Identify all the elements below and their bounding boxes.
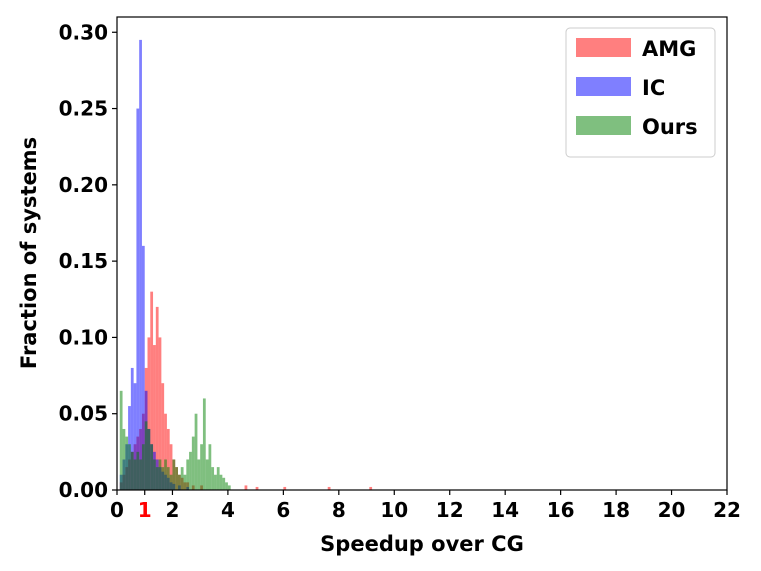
bar-ours-37 bbox=[222, 477, 226, 490]
bar-ours-23 bbox=[183, 474, 187, 490]
legend-label-ours: Ours bbox=[642, 115, 698, 139]
bar-ours-6 bbox=[136, 451, 140, 490]
bar-ours-24 bbox=[186, 459, 190, 490]
bar-ours-31 bbox=[205, 459, 209, 490]
legend-label-ic: IC bbox=[642, 76, 665, 100]
bar-ours-15 bbox=[161, 467, 165, 490]
bar-ic-8 bbox=[141, 245, 145, 490]
y-tick-label: 0.10 bbox=[59, 325, 108, 349]
x-tick-label: 2 bbox=[165, 498, 179, 522]
legend-swatch-amg bbox=[576, 38, 631, 57]
bar-amg-13 bbox=[155, 306, 159, 490]
bar-amg-14 bbox=[158, 337, 162, 490]
bar-ours-16 bbox=[164, 459, 167, 490]
x-axis: 0 1 2 4 6 8 10 12 14 16 18 20 22 bbox=[110, 490, 741, 522]
bar-ours-7 bbox=[139, 459, 142, 490]
bar-ours-18 bbox=[169, 474, 173, 490]
bar-ours-33 bbox=[211, 467, 215, 490]
bar-ic-6 bbox=[136, 108, 140, 491]
bar-amg-28 bbox=[255, 486, 259, 490]
legend-swatch-ours bbox=[576, 116, 631, 135]
bar-ic-5 bbox=[133, 383, 137, 490]
bar-ours-38 bbox=[225, 482, 228, 490]
x-tick-label: 20 bbox=[658, 498, 686, 522]
bar-ours-21 bbox=[178, 474, 181, 490]
bar-ours-10 bbox=[147, 428, 151, 490]
bar-ours-32 bbox=[208, 444, 212, 490]
x-tick-label: 1 bbox=[138, 498, 152, 522]
bar-ours-34 bbox=[214, 474, 217, 490]
bars-layer bbox=[119, 39, 373, 491]
bar-amg-17 bbox=[166, 428, 170, 490]
bar-ours-28 bbox=[197, 459, 201, 490]
bar-amg-31 bbox=[369, 486, 373, 490]
bar-ours-11 bbox=[150, 444, 154, 490]
bar-ours-20 bbox=[175, 467, 178, 490]
bar-ours-27 bbox=[194, 413, 198, 490]
bar-ours-1 bbox=[122, 428, 126, 490]
x-tick-label: 0 bbox=[110, 498, 124, 522]
y-tick-label: 0.15 bbox=[59, 249, 108, 273]
y-axis: 0.00 0.05 0.10 0.15 0.20 0.25 0.30 bbox=[59, 20, 117, 502]
bar-ours-29 bbox=[200, 444, 203, 490]
bar-amg-27 bbox=[244, 485, 248, 490]
bar-amg-11 bbox=[150, 291, 154, 490]
y-tick-label: 0.30 bbox=[59, 20, 108, 44]
legend-swatch-ic bbox=[576, 77, 631, 96]
legend: AMG IC Ours bbox=[565, 27, 716, 158]
bar-ours-17 bbox=[166, 467, 170, 490]
x-axis-label: Speedup over CG bbox=[320, 532, 524, 556]
bar-ours-30 bbox=[202, 398, 206, 490]
bar-amg-15 bbox=[161, 383, 165, 490]
bar-ours-14 bbox=[158, 459, 162, 490]
x-tick-label: 4 bbox=[221, 498, 235, 522]
y-tick-label: 0.25 bbox=[59, 97, 108, 121]
bar-ic-7 bbox=[139, 39, 142, 490]
bar-ours-26 bbox=[191, 436, 195, 490]
x-tick-label: 6 bbox=[276, 498, 290, 522]
x-tick-label: 22 bbox=[713, 498, 741, 522]
bar-ours-25 bbox=[189, 451, 192, 490]
x-tick-label: 10 bbox=[380, 498, 408, 522]
bar-amg-12 bbox=[153, 345, 156, 490]
y-axis-label: Fraction of systems bbox=[17, 137, 41, 369]
y-tick-label: 0.05 bbox=[59, 402, 108, 426]
y-tick-label: 0.00 bbox=[59, 478, 108, 502]
bar-ic-4 bbox=[130, 367, 134, 490]
bar-ours-13 bbox=[155, 467, 159, 490]
x-tick-label: 8 bbox=[332, 498, 346, 522]
bar-amg-29 bbox=[283, 486, 287, 490]
bar-ours-8 bbox=[141, 444, 145, 490]
x-tick-label: 18 bbox=[602, 498, 630, 522]
bar-ours-22 bbox=[180, 467, 184, 490]
bar-ours-4 bbox=[130, 451, 134, 490]
bar-ours-35 bbox=[216, 467, 220, 490]
y-tick-label: 0.20 bbox=[59, 173, 108, 197]
bar-ours-0 bbox=[119, 390, 123, 490]
bar-amg-16 bbox=[164, 413, 167, 490]
legend-label-amg: AMG bbox=[642, 37, 696, 61]
bar-ours-3 bbox=[128, 444, 131, 490]
bar-ours-19 bbox=[172, 459, 176, 490]
x-tick-label: 14 bbox=[491, 498, 519, 522]
x-tick-label: 16 bbox=[547, 498, 575, 522]
bar-amg-30 bbox=[327, 486, 331, 490]
bar-ours-12 bbox=[153, 459, 156, 490]
bar-ours-5 bbox=[133, 459, 137, 490]
bar-ours-9 bbox=[144, 421, 148, 490]
bar-amg-18 bbox=[169, 444, 173, 490]
bar-ours-2 bbox=[125, 436, 129, 490]
bar-amg-10 bbox=[147, 337, 151, 490]
plot-frame bbox=[116, 16, 728, 491]
bar-ours-39 bbox=[227, 485, 231, 490]
bar-ours-36 bbox=[219, 474, 223, 490]
x-tick-label: 12 bbox=[436, 498, 464, 522]
